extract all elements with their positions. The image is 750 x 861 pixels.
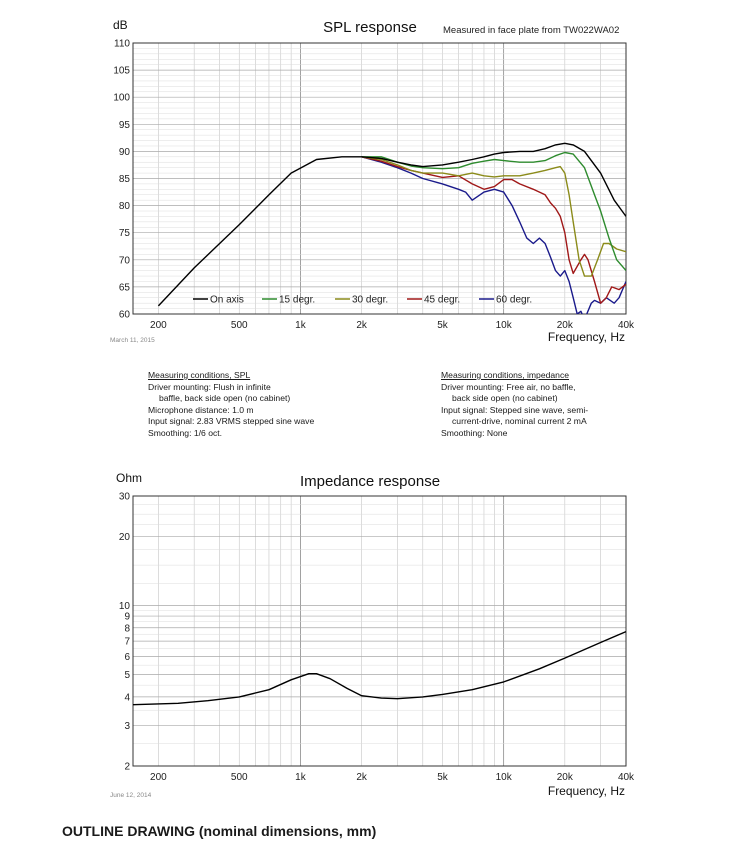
spl-xtick-label: 40k — [618, 320, 635, 331]
legend-label: 15 degr. — [279, 295, 315, 306]
spl-ytick-label: 110 — [114, 39, 130, 50]
impedance-xlabel: Frequency, Hz — [548, 784, 625, 798]
spl-chart-title: SPL response — [323, 19, 417, 36]
spl-xtick-label: 10k — [496, 320, 513, 331]
spl-ytick-label: 90 — [119, 147, 131, 158]
impedance-ylabel: Ohm — [116, 471, 142, 485]
impedance-ytick-label: 4 — [124, 692, 130, 703]
impedance-xtick-label: 500 — [231, 772, 248, 783]
outline-drawing-title: OUTLINE DRAWING (nominal dimensions, mm) — [62, 823, 377, 839]
spl-series-60-degr- — [361, 156, 626, 314]
spl-xtick-label: 500 — [231, 320, 248, 331]
impedance-xtick-label: 20k — [557, 772, 574, 783]
spl-ytick-label: 80 — [119, 201, 131, 212]
spl-xtick-label: 200 — [150, 320, 167, 331]
spl-ytick-label: 60 — [119, 310, 131, 321]
impedance-xtick-label: 200 — [150, 772, 167, 783]
impedance-ytick-label: 5 — [124, 670, 130, 681]
impedance-xtick-label: 2k — [356, 772, 368, 783]
impedance-plot-frame — [132, 495, 627, 767]
spl-xtick-label: 1k — [295, 320, 307, 331]
legend-label: 45 degr. — [424, 295, 460, 306]
spl-condition-line: Driver mounting: Flush in infinite — [148, 381, 271, 392]
spl-ytick-label: 100 — [113, 93, 130, 104]
impedance-ytick-label: 9 — [124, 612, 130, 623]
spl-xlabel: Frequency, Hz — [548, 330, 625, 344]
spl-condition-line: Input signal: 2.83 VRMS stepped sine wav… — [148, 416, 315, 426]
spl-series-45-degr- — [361, 156, 626, 304]
spl-ytick-label: 95 — [119, 120, 131, 131]
legend-label: 30 degr. — [352, 295, 388, 306]
spl-ytick-label: 70 — [119, 255, 131, 266]
spl-series-15-degr- — [361, 151, 626, 272]
spl-ylabel: dB — [113, 18, 128, 32]
spl-series-30-degr- — [361, 156, 626, 277]
impedance-xtick-label: 1k — [295, 772, 307, 783]
impedance-ytick-label: 7 — [124, 637, 130, 648]
impedance-ytick-label: 3 — [124, 721, 130, 732]
impedance-condition-line: Smoothing: None — [441, 427, 508, 438]
spl-condition-line: Smoothing: 1/6 oct. — [148, 427, 223, 438]
impedance-series-impedance — [133, 630, 626, 706]
spl-series-on-axis — [157, 142, 626, 307]
impedance-xtick-label: 10k — [496, 772, 513, 783]
impedance-condition-line: current-drive, nominal current 2 mA — [452, 416, 587, 426]
impedance-ytick-label: 10 — [119, 601, 131, 612]
impedance-ytick-label: 8 — [124, 623, 130, 634]
spl-measuring-conditions: Measuring conditions, SPL Driver mountin… — [148, 370, 314, 439]
spl-ytick-label: 105 — [113, 66, 130, 77]
impedance-ytick-label: 6 — [124, 652, 130, 663]
impedance-date: June 12, 2014 — [110, 792, 152, 799]
impedance-series-group — [133, 630, 626, 706]
impedance-ytick-label: 30 — [119, 492, 131, 503]
legend-label: On axis — [210, 295, 244, 306]
spl-legend: On axis 15 degr. 30 degr. 45 degr. 60 degr. — [193, 295, 532, 306]
spl-conditions-heading: Measuring conditions, SPL — [148, 370, 251, 380]
spl-condition-line: baffle, back side open (no cabinet) — [159, 393, 291, 403]
impedance-ytick-label: 2 — [124, 762, 130, 773]
spl-ytick-label: 75 — [119, 228, 131, 239]
impedance-condition-line: Input signal: Stepped sine wave, semi- — [441, 404, 589, 415]
spl-ytick-label: 85 — [119, 174, 131, 185]
spl-series-group — [157, 142, 626, 314]
impedance-ytick-label: 20 — [119, 532, 131, 543]
spl-ytick-label: 65 — [119, 282, 131, 293]
impedance-measuring-conditions: Measuring conditions, impedance Driver m… — [441, 370, 588, 439]
spl-xtick-label: 5k — [437, 320, 449, 331]
spl-condition-line: Microphone distance: 1.0 m — [148, 404, 254, 415]
spl-xtick-label: 2k — [356, 320, 368, 331]
spl-plot: 60 65 70 75 80 85 90 95 100 105 110 200 500 1k 2k 5k 10k… — [113, 39, 635, 332]
impedance-condition-line: Driver mounting: Free air, no baffle, — [441, 381, 576, 392]
impedance-xtick-label: 40k — [618, 772, 635, 783]
impedance-chart-title: Impedance response — [300, 473, 440, 490]
spl-xtick-label: 20k — [557, 320, 574, 331]
impedance-conditions-heading: Measuring conditions, impedance — [441, 370, 570, 380]
impedance-xtick-label: 5k — [437, 772, 449, 783]
impedance-condition-line: back side open (no cabinet) — [452, 393, 558, 403]
spl-date: March 11, 2015 — [110, 337, 155, 344]
legend-label: 60 degr. — [496, 295, 532, 306]
spl-chart-subtitle: Measured in face plate from TW022WA02 — [443, 25, 619, 36]
spl-plot-frame — [132, 42, 627, 315]
